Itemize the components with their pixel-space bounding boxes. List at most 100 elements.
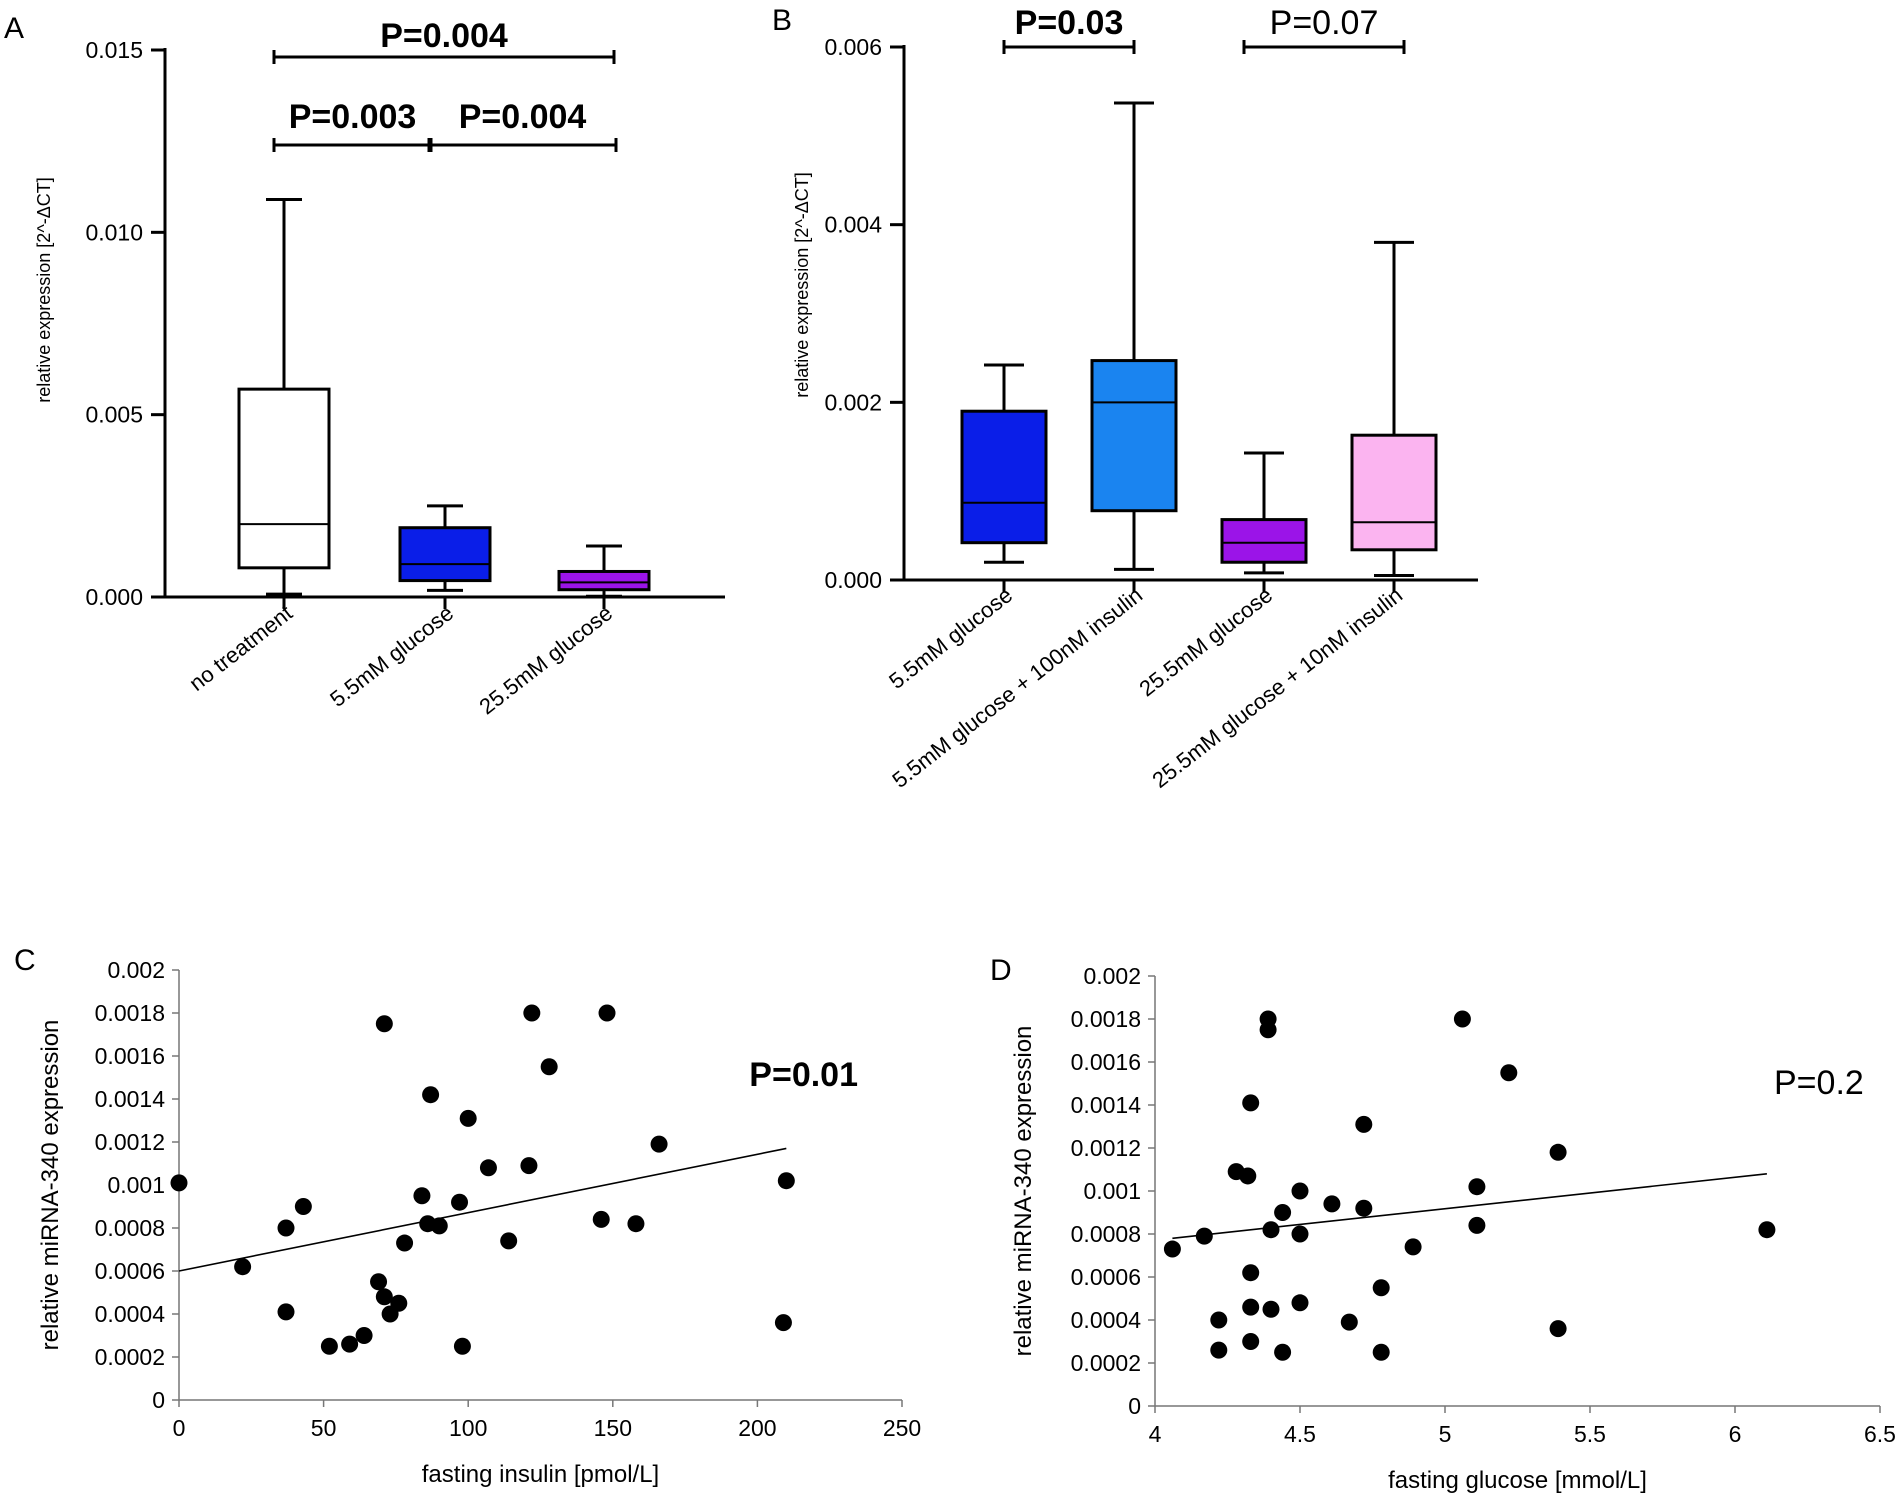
y-tick-label: 0.002 [824, 389, 882, 415]
x-tick-label: 50 [311, 1415, 337, 1441]
data-point [396, 1234, 414, 1252]
panel-label: B [772, 4, 792, 37]
data-point [500, 1232, 518, 1250]
p-value-label: P=0.004 [459, 98, 587, 136]
y-tick-label: 0.0008 [95, 1215, 165, 1241]
p-value-label: P=0.003 [289, 98, 417, 136]
y-tick-label: 0.010 [85, 219, 143, 245]
box-iqr [1220, 518, 1308, 564]
x-tick-label: 200 [738, 1415, 776, 1441]
trend-line [178, 1147, 787, 1272]
data-point [413, 1187, 431, 1205]
data-point [1453, 1010, 1471, 1028]
y-tick-label: 0 [152, 1387, 165, 1413]
data-point [459, 1109, 477, 1127]
x-tick-label: 5.5 [1574, 1421, 1606, 1447]
data-point [1239, 1167, 1257, 1185]
data-point [592, 1210, 610, 1228]
data-point [523, 1004, 541, 1022]
y-tick-label: 0.0018 [95, 1000, 165, 1026]
y-tick-label: 0.006 [824, 34, 882, 60]
data-point [355, 1327, 373, 1344]
data-point [1500, 1064, 1518, 1082]
y-tick-label: 0.000 [824, 567, 882, 593]
y-tick-label: 0.0018 [1071, 1006, 1141, 1032]
data-point [1262, 1300, 1280, 1318]
y-tick-label: 0.002 [107, 957, 165, 983]
x-tick-label: 0 [173, 1415, 186, 1441]
data-point [453, 1337, 471, 1355]
y-tick-label: 0.0008 [1071, 1221, 1141, 1247]
data-point [1195, 1227, 1213, 1245]
y-tick-label: 0.004 [824, 212, 882, 238]
data-point [1340, 1313, 1358, 1331]
data-point [1242, 1333, 1260, 1350]
y-tick-label: 0.0012 [95, 1129, 165, 1155]
y-tick-label: 0 [1128, 1393, 1141, 1419]
data-point [341, 1335, 359, 1353]
data-point [1274, 1204, 1292, 1221]
data-point [1549, 1320, 1567, 1338]
data-point [422, 1086, 440, 1104]
data-point [1291, 1225, 1309, 1243]
box-iqr [1090, 359, 1178, 513]
data-point [294, 1198, 312, 1215]
data-point [1259, 1021, 1277, 1039]
x-tick-label: 4.5 [1284, 1421, 1316, 1447]
y-tick-label: 0.0002 [1071, 1350, 1141, 1376]
data-point [1404, 1238, 1422, 1256]
data-point [430, 1217, 448, 1235]
data-point [1291, 1294, 1309, 1312]
x-tick-label: 6.5 [1864, 1421, 1896, 1447]
y-axis-label: relative miRNA-340 expression [37, 1020, 64, 1351]
data-point [1549, 1143, 1567, 1161]
data-point [1355, 1115, 1373, 1133]
panel-label: A [4, 12, 24, 45]
data-point [1242, 1094, 1260, 1112]
data-point [234, 1258, 252, 1276]
data-point [1163, 1240, 1181, 1258]
panel-label: C [14, 944, 36, 977]
data-point [375, 1288, 393, 1306]
x-tick-label: 150 [594, 1415, 632, 1441]
data-point [277, 1303, 295, 1321]
x-axis-label: fasting insulin [pmol/L] [422, 1461, 659, 1488]
p-value-annotation: P=0.2 [1774, 1064, 1864, 1102]
panel-label: D [990, 954, 1012, 987]
data-point [1210, 1311, 1228, 1329]
y-tick-label: 0.001 [107, 1172, 165, 1198]
data-point [1468, 1216, 1486, 1234]
data-point [540, 1058, 558, 1076]
panel-c-scatter-plot: C 0 0.0002 0.0004 0.0006 0.0008 0.001 0.0012 0.0… [14, 944, 921, 1488]
panel-d-scatter-plot: D 0 0.0002 0.0004 0.0006 0.0008 0.001 0.0012 0.0… [990, 954, 1896, 1494]
data-point [1372, 1343, 1390, 1361]
y-axis-label: relative miRNA-340 expression [1010, 1026, 1037, 1357]
data-point [1758, 1221, 1776, 1239]
data-point [320, 1337, 338, 1355]
data-point [277, 1219, 295, 1237]
p-value-label: P=0.004 [380, 17, 508, 55]
y-tick-label: 0.0004 [95, 1301, 166, 1327]
data-point [1355, 1199, 1373, 1217]
data-point [598, 1004, 616, 1022]
data-point [1291, 1182, 1309, 1200]
data-point [1242, 1264, 1260, 1282]
y-tick-label: 0.0014 [1071, 1092, 1142, 1118]
data-point [627, 1215, 645, 1233]
y-tick-label: 0.0012 [1071, 1135, 1141, 1161]
x-tick-label: 5 [1439, 1421, 1452, 1447]
y-tick-label: 0.0004 [1071, 1307, 1142, 1333]
y-tick-label: 0.0006 [1071, 1264, 1141, 1290]
box-iqr [1350, 433, 1438, 552]
x-tick-label: 100 [449, 1415, 487, 1441]
box-iqr [398, 526, 492, 583]
data-point [777, 1172, 795, 1190]
data-point [1323, 1195, 1341, 1213]
data-point [1242, 1298, 1260, 1316]
box-iqr [237, 387, 331, 570]
data-point [479, 1159, 497, 1177]
y-tick-label: 0.0016 [1071, 1049, 1141, 1075]
data-point [1468, 1178, 1486, 1196]
